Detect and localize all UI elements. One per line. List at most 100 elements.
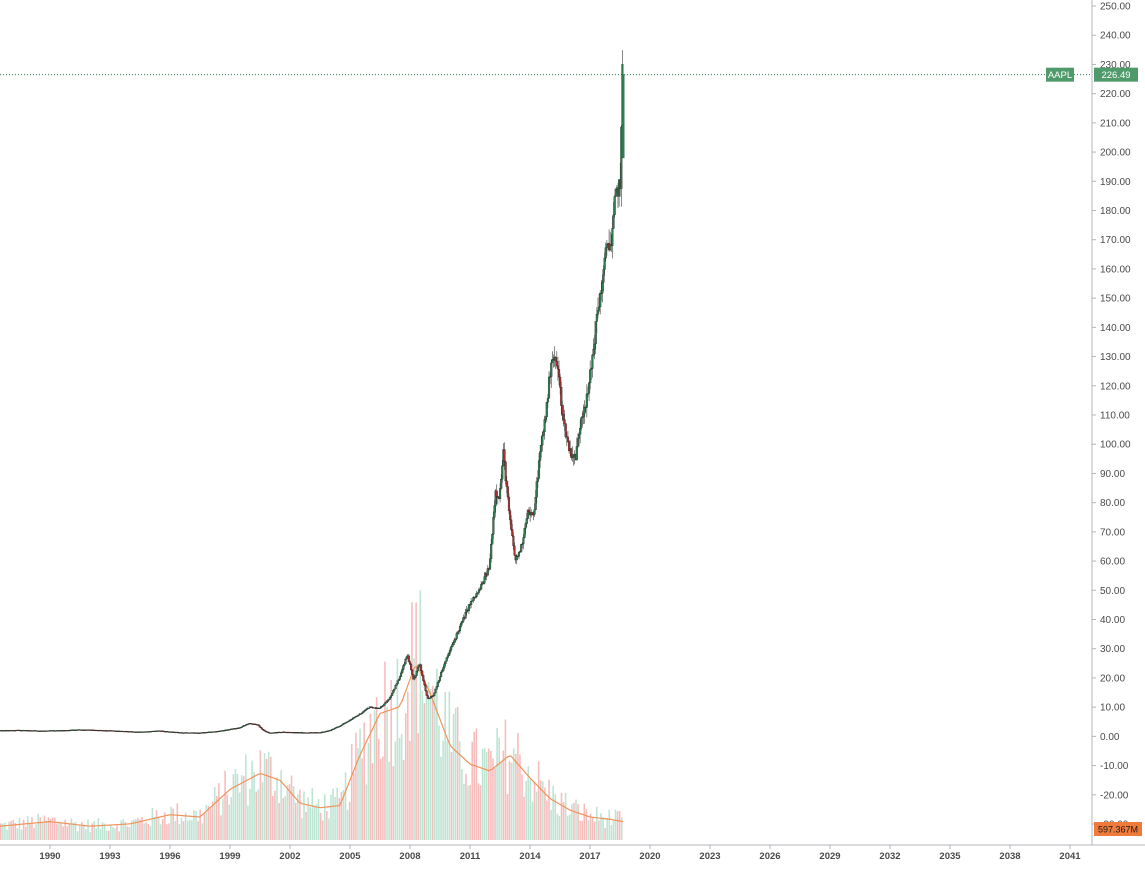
volume-bar [421,690,424,840]
candle-body [579,427,582,435]
volume-bar [556,813,559,840]
volume-bar [247,805,249,840]
volume-bar [230,797,233,840]
candle-body [542,431,545,436]
volume-bar [193,809,195,840]
volume-bar [562,801,565,840]
volume-bar [450,752,453,840]
volume-bar [602,817,604,840]
volume-bar [122,818,125,840]
volume-bar [523,796,525,840]
volume-bar [74,821,77,840]
volume-bar [454,708,457,840]
volume-bar [436,668,438,840]
volume-bar [37,813,39,840]
candle-body [450,646,453,651]
candle-body [402,665,405,670]
volume-bar [8,821,10,840]
volume-bar [27,816,29,840]
candle-body [352,717,355,720]
y-tick-label: 160.00 [1100,264,1131,275]
candle-body [392,690,395,694]
volume-bar [361,758,363,840]
candle-body [357,714,360,716]
x-tick-label: 2041 [1059,851,1081,862]
volume-bar [500,762,503,840]
volume-bar [12,819,15,840]
volume-bar [288,784,291,840]
volume-bar [353,772,355,840]
volume-bar [120,820,123,840]
candle-body [415,670,418,676]
candle-body [260,727,264,730]
volume-bar [550,809,552,840]
candle-body [546,397,549,403]
volume-bar [415,602,417,840]
volume-bar [66,826,69,840]
volume-bar [330,794,332,840]
candle-body [605,244,608,248]
candle-body [453,639,456,643]
y-tick-label: 190.00 [1100,177,1131,188]
candle-body [443,663,446,668]
volume-bar [359,728,361,840]
volume-bar [164,812,166,840]
volume-bar [494,768,496,840]
candle-body [504,461,507,482]
candle-body [387,699,390,701]
volume-bar [350,744,353,840]
volume-bar [554,794,557,840]
volume-bar [64,819,66,840]
volume-bar [367,742,370,840]
volume-bar [209,808,212,840]
candle-body [591,354,594,369]
candle-body [517,552,521,557]
x-tick-label: 2002 [279,851,300,862]
volume-bar [598,820,600,840]
candle-body [393,688,396,691]
volume-bar [255,791,258,840]
volume-bar [20,829,23,840]
volume-bar [60,823,62,840]
volume-bar [53,817,56,840]
candle-body [347,720,350,722]
candle-body [576,438,579,447]
volume-bar [211,801,214,840]
candle-body [495,490,498,497]
volume-bar [18,817,21,840]
volume-bar [448,691,451,840]
candle-body [589,369,592,384]
volume-bar [363,722,365,840]
candle-body [611,228,614,247]
volume-bar [137,818,139,840]
volume-moving-average-line [0,665,624,827]
candle-body [420,664,423,671]
volume-bar [126,826,129,840]
candle-body [507,496,511,511]
volume-bar [529,779,532,840]
candle-body [426,695,429,699]
candle-body [475,593,478,597]
candle-body [425,690,428,696]
volume-bar [380,758,382,840]
volume-bar [616,811,619,840]
candle-body [333,728,336,730]
symbol-label: AAPL [1048,70,1072,81]
volume-bar [22,819,25,840]
candle-body [580,417,583,429]
candle-body [524,523,527,529]
volume-bar [263,753,266,840]
candle-body [534,497,537,510]
volume-bar [265,758,268,840]
candle-body [244,725,247,727]
y-tick-label: 0.00 [1100,732,1120,743]
candle-body [421,670,424,676]
volume-bar [446,741,449,840]
volume-bar [373,710,376,840]
volume-bar [105,830,108,840]
volume-bar [2,823,4,840]
volume-bar [488,748,490,840]
volume-bar [58,823,60,840]
volume-bar [116,825,118,840]
